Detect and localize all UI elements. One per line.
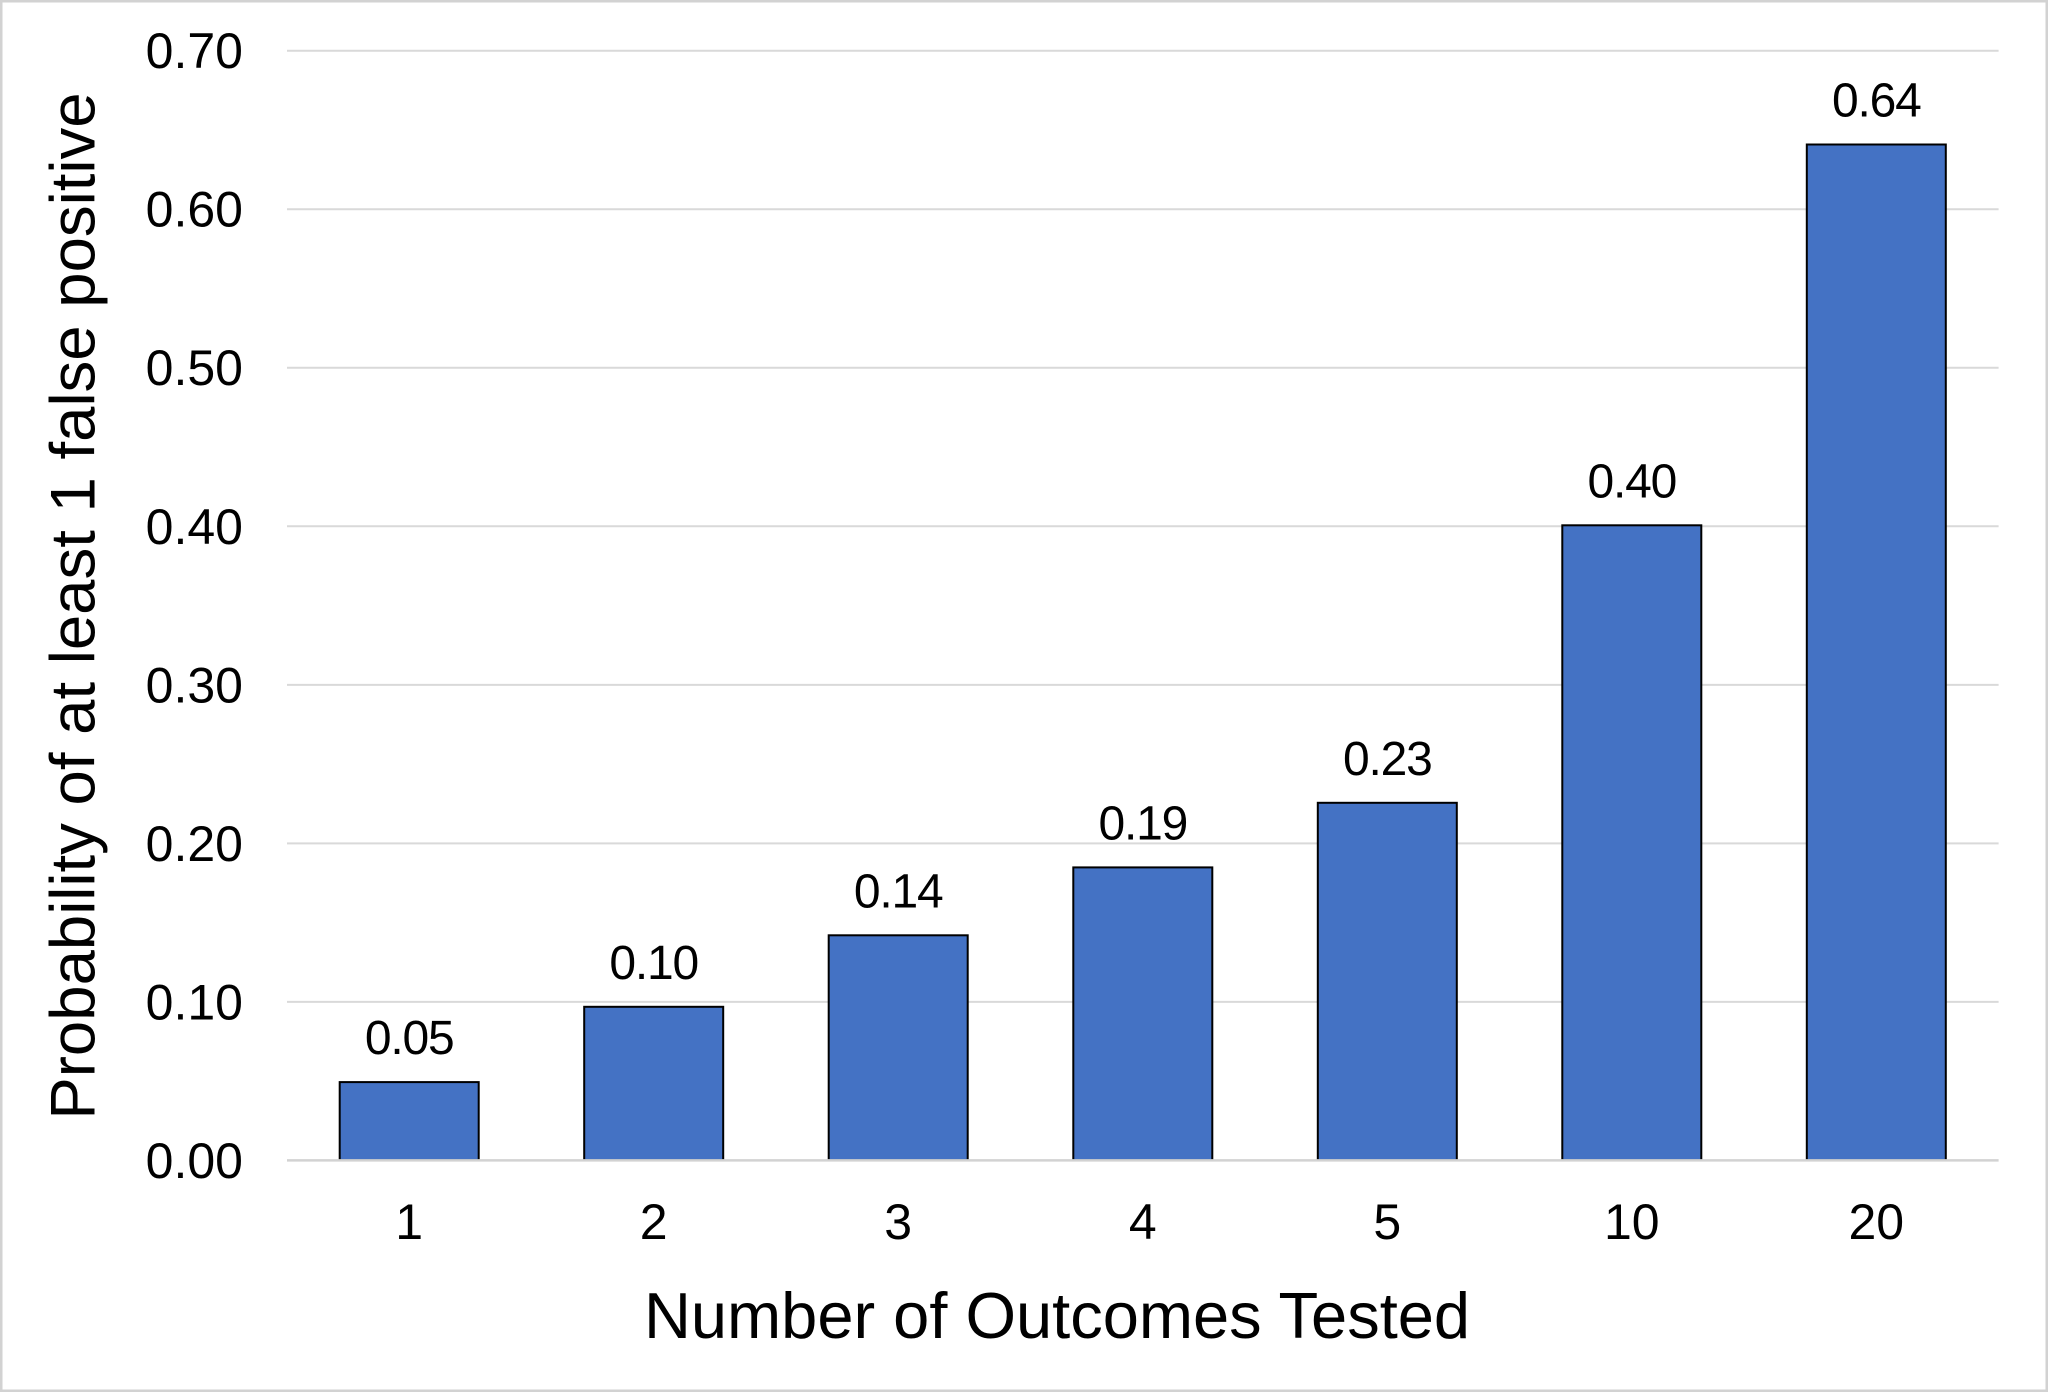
svg-text:0.40: 0.40 <box>146 499 243 555</box>
svg-text:0.60: 0.60 <box>146 182 243 238</box>
svg-text:5: 5 <box>1373 1194 1401 1250</box>
svg-text:10: 10 <box>1604 1194 1660 1250</box>
svg-text:0.05: 0.05 <box>365 1012 454 1065</box>
svg-text:1: 1 <box>395 1194 423 1250</box>
svg-text:0.50: 0.50 <box>146 340 243 396</box>
svg-text:0.14: 0.14 <box>854 865 943 918</box>
svg-text:0.20: 0.20 <box>146 816 243 872</box>
svg-text:3: 3 <box>884 1194 912 1250</box>
svg-text:0.64: 0.64 <box>1832 75 1921 128</box>
svg-text:0.19: 0.19 <box>1098 798 1187 851</box>
svg-text:0.70: 0.70 <box>146 23 243 79</box>
svg-text:0.30: 0.30 <box>146 657 243 713</box>
svg-text:Number of Outcomes Tested: Number of Outcomes Tested <box>644 1279 1470 1352</box>
svg-text:4: 4 <box>1129 1194 1157 1250</box>
svg-text:0.10: 0.10 <box>609 937 698 990</box>
svg-text:Probability of at least 1 fals: Probability of at least 1 false positive <box>39 92 109 1119</box>
svg-text:2: 2 <box>640 1194 668 1250</box>
svg-text:0.40: 0.40 <box>1587 455 1676 508</box>
svg-text:0.10: 0.10 <box>146 974 243 1030</box>
svg-text:20: 20 <box>1848 1194 1904 1250</box>
svg-text:0.23: 0.23 <box>1343 733 1432 786</box>
svg-text:0.00: 0.00 <box>146 1133 243 1189</box>
